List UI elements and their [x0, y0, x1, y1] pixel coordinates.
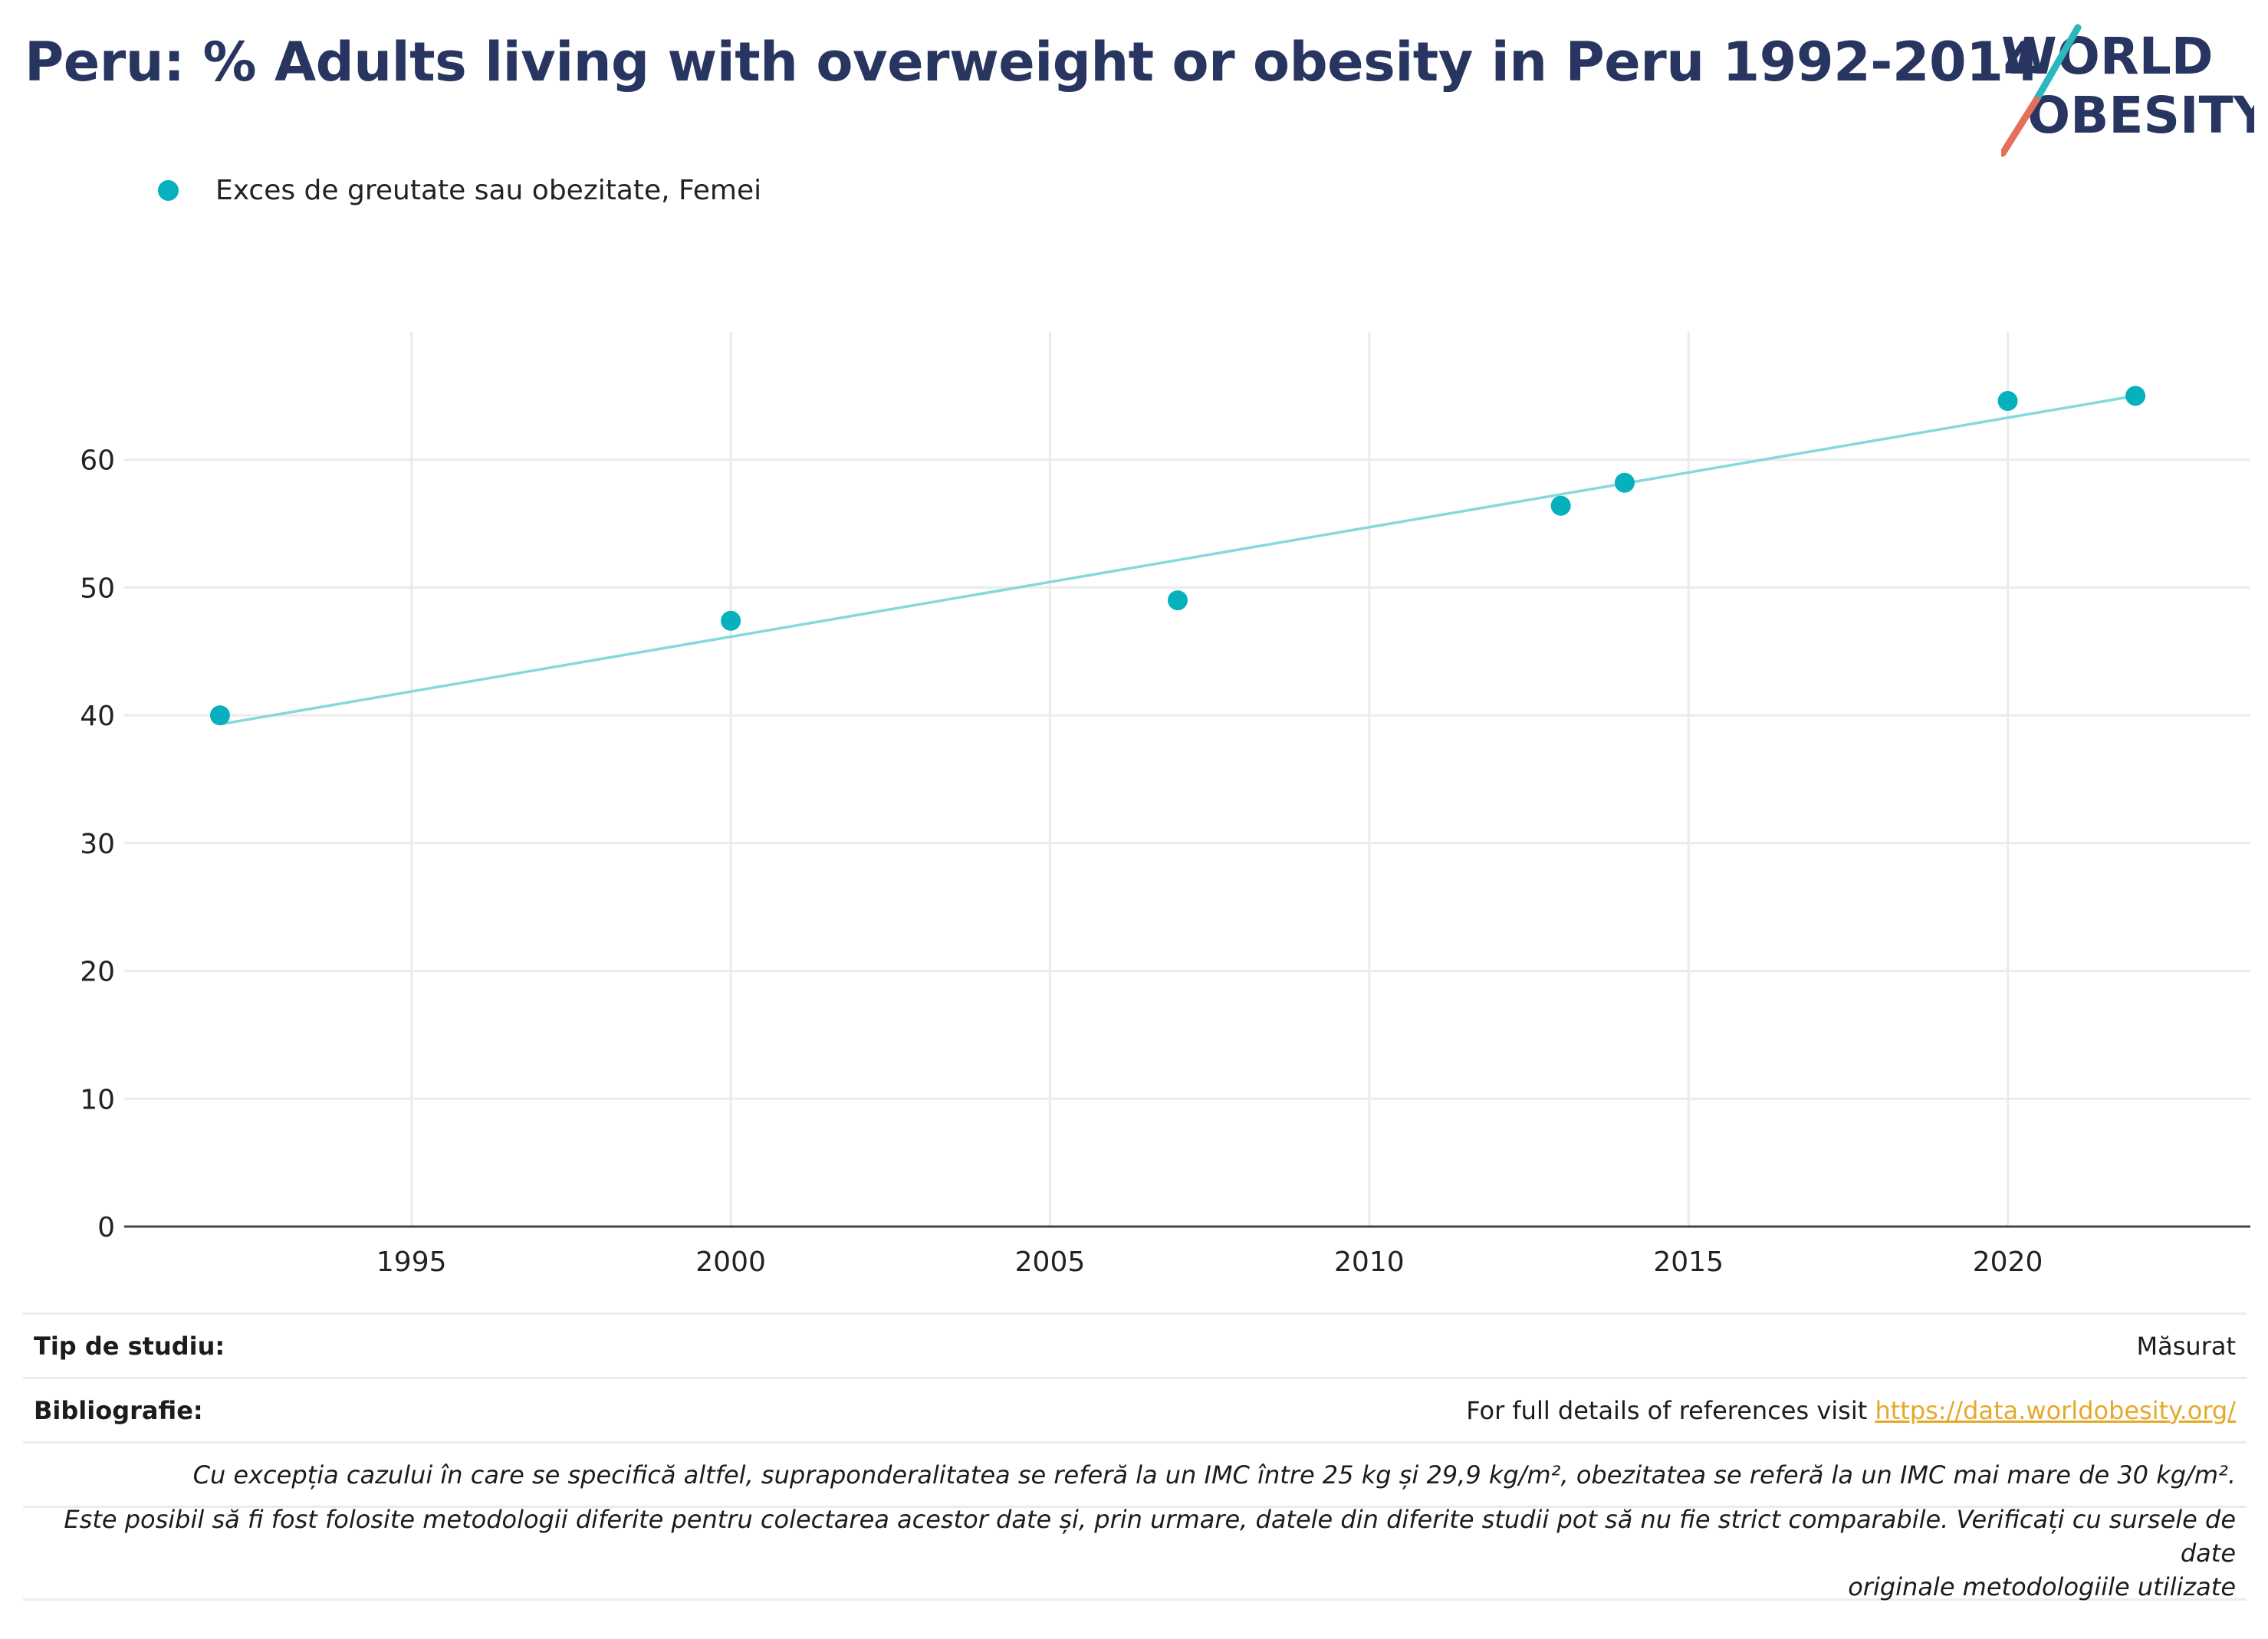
y-tick-label: 10 [80, 1084, 115, 1115]
logo-line-obesity: OBESITY [2027, 86, 2254, 145]
y-tick-label: 30 [80, 829, 115, 860]
methodology-note-line1: Este posibil să fi fost folosite metodol… [64, 1505, 2236, 1568]
data-point [2125, 386, 2146, 406]
definition-note: Cu excepția cazului în care se specifică… [192, 1460, 2236, 1490]
footer-row-study-type: Tip de studiu: Măsurat [23, 1312, 2247, 1377]
legend-label: Exces de greutate sau obezitate, Femei [215, 174, 762, 206]
world-obesity-logo: WORLD OBESITY [2001, 24, 2254, 157]
chart-footer: Tip de studiu: Măsurat Bibliografie: For… [23, 1312, 2247, 1601]
scatter-chart: 1995 2000 2005 2010 2015 2020 0 10 20 30 40 50 60 [80, 332, 2250, 1278]
y-tick-label: 20 [80, 957, 115, 988]
methodology-note-line2: originale metodologiile utilizate [1848, 1572, 2236, 1601]
x-tick-label: 2015 [1653, 1246, 1724, 1278]
bibliography-text: For full details of references visit [1466, 1395, 1875, 1425]
methodology-note: Este posibil să fi fost folosite metodol… [34, 1503, 2236, 1604]
bibliography-value: For full details of references visit htt… [1466, 1396, 2236, 1425]
x-tick-label: 2005 [1015, 1246, 1086, 1278]
footer-row-bibliography: Bibliografie: For full details of refere… [23, 1377, 2247, 1441]
logo-slash-coral [2001, 96, 2040, 157]
legend-marker [158, 179, 179, 201]
x-tick-label: 2000 [695, 1246, 766, 1278]
data-point [721, 610, 741, 631]
x-tick-label: 1995 [376, 1246, 447, 1278]
y-tick-label: 0 [97, 1212, 115, 1243]
data-point [1997, 391, 2018, 412]
y-tick-label: 60 [80, 445, 115, 477]
chart-legend: Exces de greutate sau obezitate, Femei [158, 170, 761, 210]
y-tick-label: 50 [80, 573, 115, 604]
data-point [1168, 590, 1188, 611]
bibliography-link[interactable]: https://data.worldobesity.org/ [1875, 1395, 2236, 1425]
data-point [1614, 472, 1635, 493]
logo-line-world: WORLD [2001, 27, 2214, 86]
study-type-label: Tip de studiu: [34, 1331, 225, 1361]
page-title: Peru: % Adults living with overweight or… [25, 31, 2040, 94]
study-type-value: Măsurat [2136, 1331, 2236, 1361]
trend-line [219, 394, 2136, 726]
y-tick-label: 40 [80, 701, 115, 732]
x-tick-label: 2020 [1973, 1246, 2043, 1278]
x-tick-label: 2010 [1334, 1246, 1405, 1278]
logo-slash-teal [2033, 24, 2082, 103]
data-point [209, 705, 230, 726]
data-point [1550, 495, 1571, 516]
bibliography-label: Bibliografie: [34, 1395, 203, 1425]
footer-row-methodology-note: Este posibil să fi fost folosite metodol… [23, 1503, 2247, 1604]
footer-row-definition-note: Cu excepția cazului în care se specifică… [23, 1441, 2247, 1506]
